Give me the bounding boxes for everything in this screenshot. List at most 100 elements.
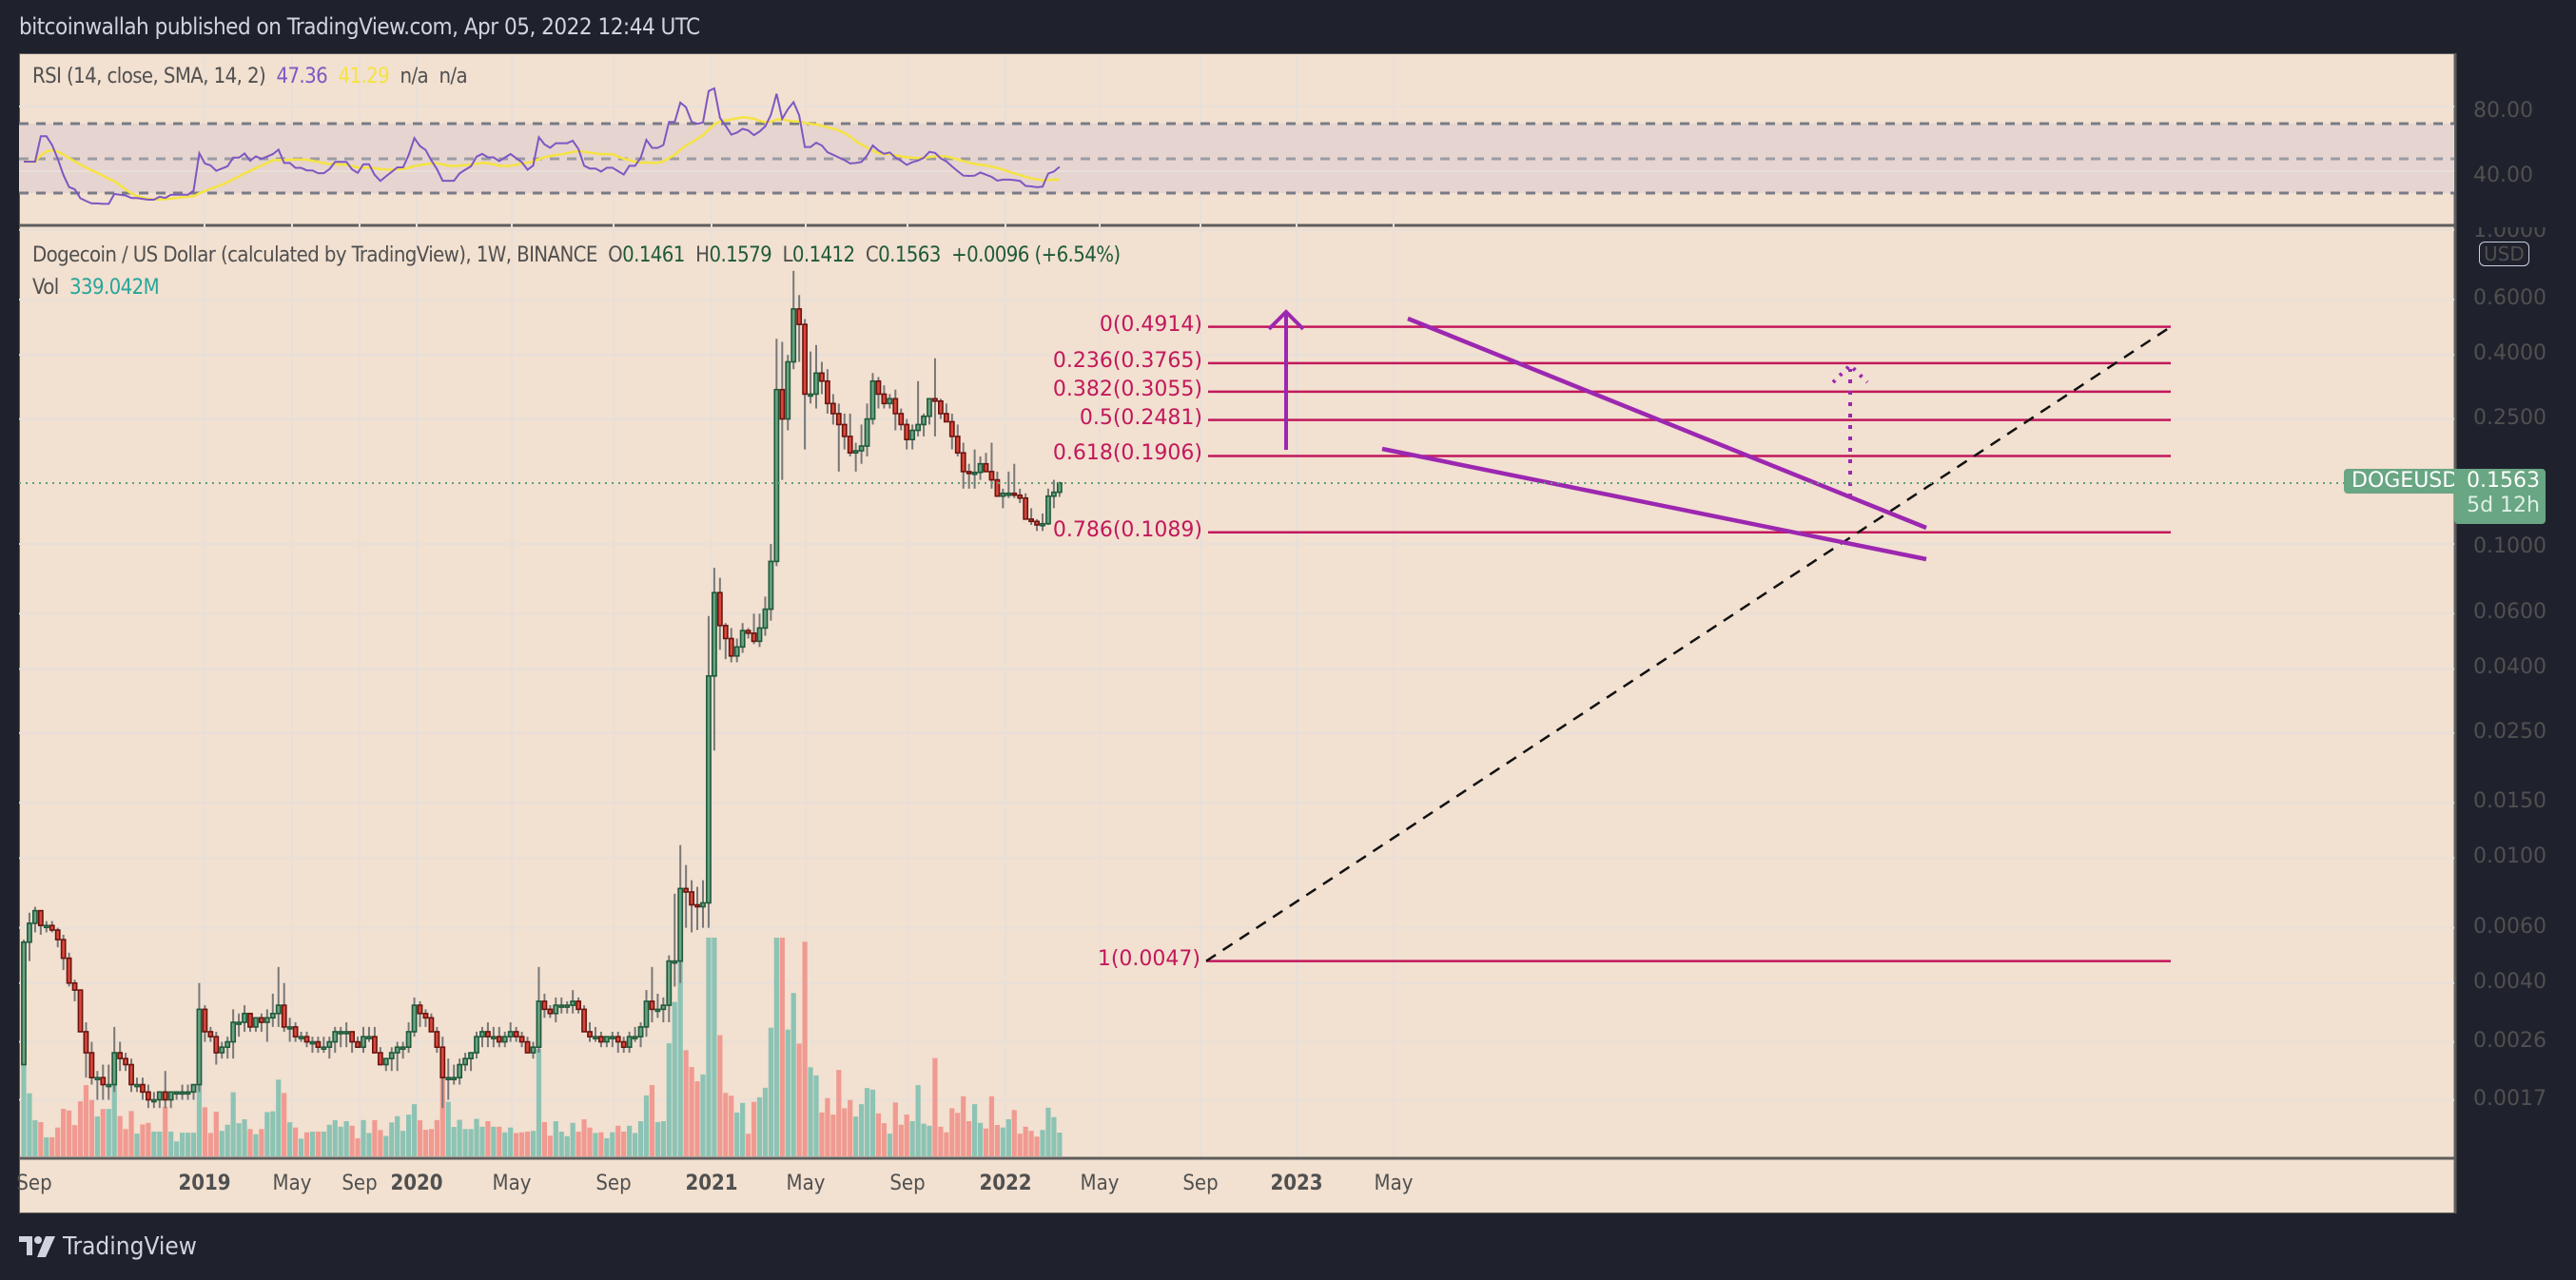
fib-label: 0.5(0.2481): [1079, 405, 1202, 430]
symbol-title[interactable]: Dogecoin / US Dollar (calculated by Trad…: [32, 243, 597, 267]
time-axis-label: May: [272, 1172, 312, 1195]
candle-body: [405, 1031, 412, 1048]
volume-bar: [712, 938, 717, 1156]
volume-bar: [756, 1096, 763, 1156]
candle-body: [507, 1031, 514, 1038]
volume-bar: [1051, 1116, 1057, 1156]
volume-bar: [700, 1074, 706, 1156]
volume-bar: [802, 941, 808, 1156]
candle-body: [660, 1004, 667, 1011]
candle-body: [524, 1040, 531, 1054]
candle-body: [927, 398, 932, 417]
candle-body: [258, 1017, 264, 1023]
candle-body: [49, 924, 55, 931]
volume-bar: [123, 1129, 128, 1156]
candle-body: [813, 372, 819, 396]
candle-body: [411, 1004, 418, 1033]
candle-body: [128, 1063, 134, 1086]
candle-body: [83, 1031, 89, 1054]
volume-bar: [723, 1093, 729, 1156]
volume-bar: [830, 1115, 836, 1156]
time-axis-label: Sep: [595, 1172, 632, 1195]
volume-bar: [44, 1136, 49, 1156]
volume-bar: [355, 1137, 361, 1156]
volume-bar: [994, 1124, 1000, 1156]
fib-label: 0.786(0.1089): [1052, 517, 1202, 542]
volume-bar: [117, 1115, 123, 1156]
candle-body: [948, 420, 955, 437]
currency-badge[interactable]: USD: [2479, 242, 2529, 266]
volume-value: 339.042M: [69, 276, 160, 300]
candle-body: [536, 1000, 542, 1048]
candle-body: [338, 1031, 344, 1035]
volume-bar: [378, 1130, 383, 1156]
candle-body: [1040, 522, 1045, 527]
candle-body: [988, 471, 995, 481]
volume-bar: [71, 1125, 78, 1156]
candle-body: [858, 445, 865, 452]
volume-legend: Vol 339.042M: [32, 276, 160, 300]
volume-bar: [694, 1081, 700, 1156]
candle-body: [593, 1036, 598, 1039]
candle-body: [479, 1031, 485, 1038]
candle-body: [603, 1036, 610, 1043]
volume-bar: [77, 1101, 84, 1156]
volume-bar: [67, 1110, 72, 1156]
candle-body: [1023, 496, 1029, 520]
volume-bar: [332, 1119, 338, 1156]
candle-body: [269, 1012, 276, 1019]
volume-bar: [972, 1104, 978, 1156]
volume-bar: [717, 1035, 723, 1156]
candle-body: [847, 436, 853, 455]
volume-bar: [366, 1133, 372, 1156]
rsi-axis-80: 80.00: [2473, 99, 2533, 123]
volume-bar: [564, 1135, 570, 1156]
candle-body: [547, 1008, 554, 1015]
candle-body: [439, 1046, 446, 1078]
volume-bar: [508, 1127, 514, 1156]
candle-body: [852, 450, 859, 455]
fib-label: 0.236(0.3765): [1052, 348, 1202, 373]
tradingview-logo[interactable]: TradingView: [19, 1232, 197, 1261]
candle-body: [60, 939, 67, 960]
volume-bar: [428, 1129, 434, 1156]
volume-bar: [168, 1131, 174, 1156]
volume-bar: [361, 1119, 366, 1156]
volume-label: Vol: [32, 276, 59, 300]
volume-bar: [1040, 1130, 1045, 1156]
candle-body: [637, 1026, 644, 1038]
rsi-axis-40: 40.00: [2473, 164, 2533, 187]
volume-bar: [27, 1093, 32, 1156]
candle-body: [683, 887, 690, 893]
volume-bar: [309, 1131, 316, 1156]
volume-bar: [887, 1134, 892, 1156]
candle-body: [733, 646, 740, 657]
volume-bar: [768, 1027, 773, 1156]
candle-body: [954, 436, 961, 455]
candle-body: [123, 1057, 128, 1066]
volume-bar: [519, 1132, 525, 1156]
time-axis-label: May: [1080, 1172, 1120, 1195]
candle-body: [513, 1031, 519, 1038]
volume-bar: [219, 1131, 224, 1156]
candle-body: [71, 981, 78, 991]
volume-bar: [1005, 1118, 1011, 1156]
volume-bar: [38, 1122, 44, 1156]
volume-bar: [497, 1126, 502, 1156]
volume-bar: [106, 1109, 111, 1156]
candle-body: [1011, 492, 1018, 496]
candle-body: [263, 1017, 270, 1023]
time-axis-label: May: [492, 1172, 532, 1195]
volume-bar: [264, 1112, 270, 1156]
volume-bar: [207, 1133, 213, 1156]
rsi-line: [24, 87, 1061, 205]
candle-body: [835, 413, 842, 426]
volume-bar: [581, 1118, 587, 1156]
volume-bar: [439, 1066, 445, 1156]
volume-bar: [836, 1070, 842, 1156]
candle-body: [921, 415, 927, 426]
volume-bar: [422, 1130, 429, 1156]
volume-bar: [796, 1043, 802, 1156]
volume-bar: [909, 1121, 915, 1156]
